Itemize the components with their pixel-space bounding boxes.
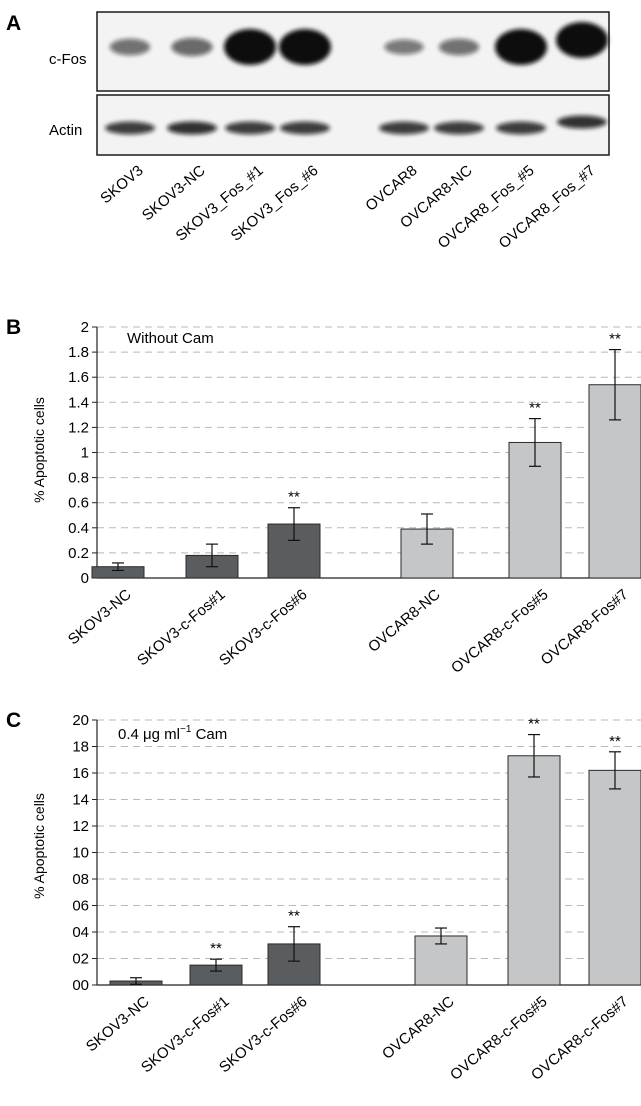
panel-c-letter: C (6, 709, 21, 732)
cfos-band (384, 39, 424, 55)
actin-band (225, 121, 275, 135)
y-tick-label: 1 (81, 445, 89, 462)
significance-label: ** (609, 331, 621, 348)
actin-bands (105, 115, 607, 135)
panel-c-annotation-suffix: Cam (191, 726, 227, 743)
panel-c-annotation: 0.4 μg ml−1 Cam (118, 724, 227, 743)
y-tick-label: 1.8 (68, 344, 89, 361)
blot-label-actin: Actin (49, 122, 82, 139)
actin-band (105, 121, 155, 135)
lane-label: SKOV3 (97, 162, 146, 207)
significance-label: ** (528, 716, 540, 733)
cfos-band (438, 38, 480, 56)
y-tick-label: 1.6 (68, 369, 89, 386)
y-tick-label: 0.4 (68, 520, 89, 537)
panel-b-annotation: Without Cam (127, 330, 214, 347)
significance-label: ** (529, 400, 541, 417)
y-tick-label: 0.8 (68, 470, 89, 487)
panel-c-annotation-sup: −1 (180, 724, 192, 735)
y-tick-label: 2 (81, 319, 89, 336)
y-tick-label: 02 (72, 951, 89, 968)
x-tick-label: SKOV3-c-Fos#6 (216, 586, 311, 669)
panel-c-ylabel: % Apoptotic cells (31, 793, 47, 899)
cfos-band (109, 38, 151, 56)
x-tick-label: SKOV3-c-Fos#1 (134, 586, 229, 669)
cfos-band (556, 22, 608, 58)
actin-band (434, 121, 484, 135)
cfos-band (224, 29, 276, 65)
x-tick-label: SKOV3-NC (65, 586, 135, 648)
significance-label: ** (210, 940, 222, 957)
bar (588, 769, 641, 986)
y-tick-label: 1.2 (68, 419, 89, 436)
y-tick-label: 0.2 (68, 545, 89, 562)
significance-label: ** (288, 489, 300, 506)
actin-band (557, 115, 607, 129)
y-tick-label: 16 (72, 765, 89, 782)
actin-band (167, 121, 217, 135)
panel-c-annotation-text: 0.4 μg ml (118, 726, 180, 743)
cfos-band (279, 29, 331, 65)
y-tick-label: 0 (81, 570, 89, 587)
x-tick-label: OVCAR8-NC (365, 586, 444, 656)
x-tick-label: OVCAR8-Fos#7 (538, 586, 632, 669)
significance-label: ** (288, 908, 300, 925)
bar (507, 755, 561, 986)
panel-c-chart: C % Apoptotic cells 0.4 μg ml−1 Cam 00 02… (6, 709, 641, 1084)
panel-c-plot: 0002040608101214161820SKOV3-NC**SKOV3-c-… (72, 712, 641, 1084)
cfos-bands (109, 22, 608, 65)
actin-band (496, 121, 546, 135)
panel-b-chart: B % Apoptotic cells Without Cam 0 0.2 0.4 0… (6, 316, 641, 677)
y-tick-label: 04 (72, 924, 89, 941)
y-tick-label: 06 (72, 898, 89, 915)
y-tick-label: 14 (72, 792, 89, 809)
y-tick-label: 0.6 (68, 495, 89, 512)
y-tick-label: 12 (72, 818, 89, 835)
x-tick-label: OVCAR8-NC (379, 993, 458, 1063)
panel-b-letter: B (6, 316, 21, 339)
actin-band (379, 121, 429, 135)
x-tick-label: SKOV3-NC (83, 993, 153, 1055)
y-tick-label: 08 (72, 871, 89, 888)
significance-label: ** (609, 733, 621, 750)
panel-a-letter: A (6, 12, 21, 35)
y-tick-label: 20 (72, 712, 89, 729)
actin-band (280, 121, 330, 135)
blot-label-cfos: c-Fos (49, 51, 87, 68)
y-tick-label: 10 (72, 845, 89, 862)
cfos-band (171, 38, 213, 56)
y-tick-label: 00 (72, 977, 89, 994)
x-tick-label: OVCAR8-c-Fos#5 (448, 586, 552, 677)
panel-a-western-blot: A c-Fos Actin SKOV3SKOV3-NCSKOV3_Fos_#1S… (6, 11, 610, 252)
cfos-band (495, 29, 547, 65)
y-tick-label: 1.4 (68, 394, 89, 411)
panel-b-ylabel: % Apoptotic cells (31, 397, 47, 503)
y-tick-label: 18 (72, 739, 89, 756)
